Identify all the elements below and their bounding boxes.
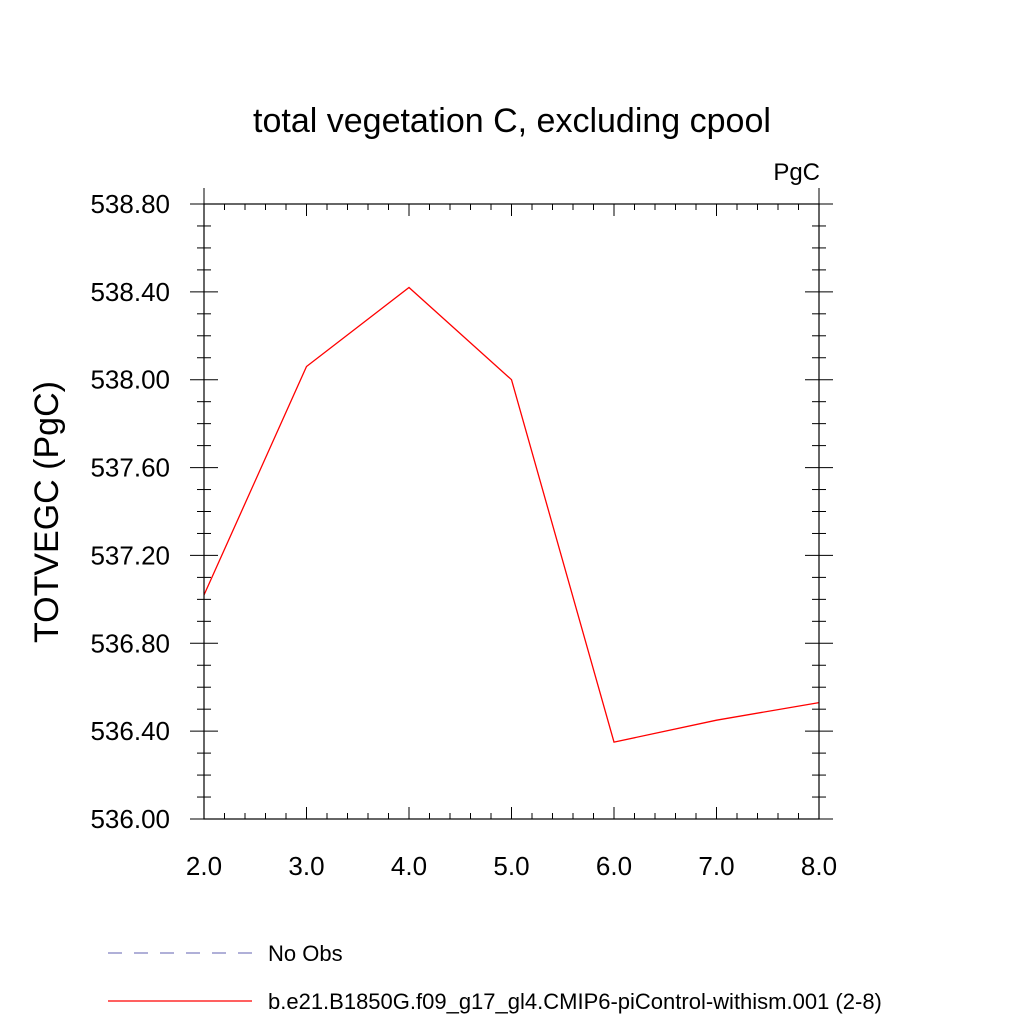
y-axis-title: TOTVEGC (PgC)	[28, 381, 66, 643]
y-tick-label: 536.40	[90, 716, 170, 746]
legend: No Obs b.e21.B1850G.f09_g17_gl4.CMIP6-piC…	[108, 941, 882, 1014]
series-line	[203, 286, 820, 743]
x-tick-label: 6.0	[596, 851, 632, 881]
x-tick-label: 3.0	[288, 851, 324, 881]
plot-frame	[203, 203, 820, 820]
y-tick-label: 536.80	[90, 628, 170, 658]
y-tick-label: 536.00	[90, 804, 170, 834]
x-tick-label: 7.0	[698, 851, 734, 881]
legend-label: b.e21.B1850G.f09_g17_gl4.CMIP6-piControl…	[268, 989, 882, 1014]
y-tick-label: 538.80	[90, 189, 170, 219]
legend-label: No Obs	[268, 941, 343, 966]
x-tick-label: 5.0	[493, 851, 529, 881]
x-tick-label: 8.0	[801, 851, 837, 881]
chart-title: total vegetation C, excluding cpool	[253, 102, 771, 140]
y-tick-label: 537.60	[90, 453, 170, 483]
axis-tick-labels: 2.0 3.0 4.0 5.0 6.0 7.0 8.0 536.00 536.40 536.80 5…	[90, 189, 837, 881]
x-tick-label: 4.0	[391, 851, 427, 881]
data-series	[203, 286, 820, 743]
axis-ticks	[190, 188, 833, 820]
y-tick-label: 538.00	[90, 365, 170, 395]
units-label: PgC	[773, 159, 820, 186]
y-tick-label: 538.40	[90, 277, 170, 307]
y-tick-label: 537.20	[90, 540, 170, 570]
x-tick-label: 2.0	[186, 851, 222, 881]
